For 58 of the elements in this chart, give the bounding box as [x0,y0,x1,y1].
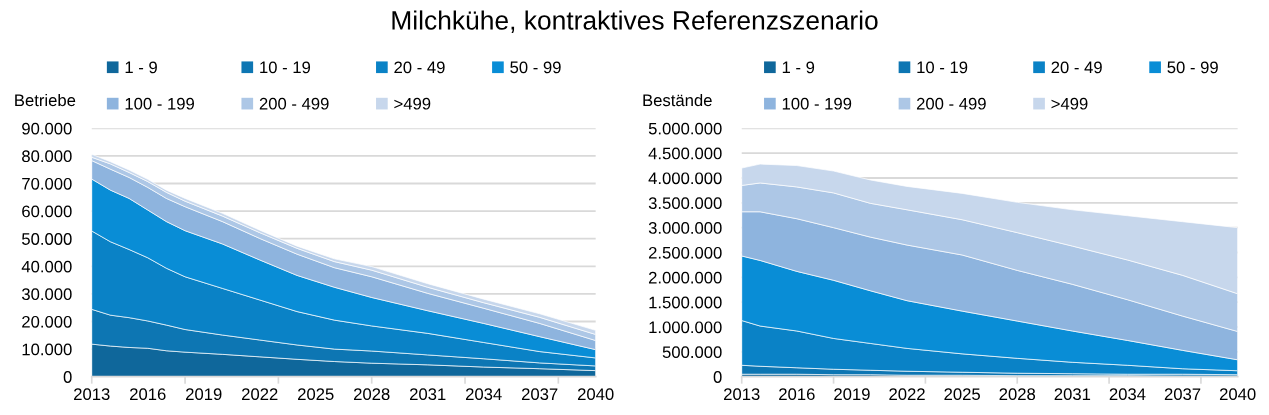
y-tick-label: 80.000 [22,150,72,163]
x-tick-label: 2028 [999,388,1036,401]
y-tick-label: 40.000 [21,260,72,273]
y-tick-label: 70.000 [22,177,72,190]
legend-label: 1 - 9 [782,61,815,74]
legend-label: >499 [394,97,431,110]
y-tick-label: 50.000 [22,233,72,245]
y-tick-label: 3.500.000 [648,197,722,210]
y-tick-label: 2.500.000 [648,246,722,259]
legend-label: 200 - 499 [916,97,986,110]
legend-label: 200 - 499 [259,97,329,110]
y-tick-label: 4.500.000 [648,147,722,160]
y-tick-label: 0 [713,371,722,383]
y-axis-title: Bestände [643,93,712,107]
x-tick-label: 2013 [74,388,110,401]
x-tick-label: 2016 [130,388,166,401]
x-tick-label: 2016 [779,388,815,401]
x-tick-label: 2040 [577,388,614,401]
y-tick-label: 0 [63,371,72,383]
x-tick-label: 2031 [1054,388,1091,401]
y-axis-title: Betriebe [15,93,76,107]
legend-label: 1 - 9 [125,61,157,74]
legend-label: 20 - 49 [1051,61,1102,74]
legend-label: 100 - 199 [125,97,194,110]
x-tick-label: 2034 [1109,388,1146,401]
legend-label: 50 - 99 [510,61,561,74]
legend-label: 50 - 99 [1167,61,1218,74]
y-tick-label: 90.000 [22,122,72,135]
legend-label: 100 - 199 [782,97,852,110]
y-tick-label: 60.000 [22,205,72,218]
legend-label: >499 [1051,97,1088,110]
y-tick-label: 500.000 [662,346,722,359]
x-tick-label: 2037 [521,388,558,401]
x-tick-label: 2019 [834,388,870,401]
legend-label: 20 - 49 [394,61,445,74]
y-tick-label: 4.000.000 [648,172,722,185]
x-tick-label: 2034 [465,388,502,401]
x-tick-label: 2028 [354,388,390,401]
chart-title: Milchkühe, kontraktives Referenzszenario [392,10,878,33]
x-tick-label: 2019 [186,388,222,401]
x-tick-label: 2022 [889,388,925,401]
y-tick-label: 10.000 [22,343,72,356]
x-tick-label: 2037 [1164,388,1201,401]
y-tick-label: 3.000.000 [648,222,722,234]
y-tick-label: 20.000 [22,315,72,328]
x-tick-label: 2025 [944,388,980,401]
legend-label: 10 - 19 [917,61,968,74]
x-tick-label: 2013 [724,388,760,401]
x-tick-label: 2031 [410,388,446,401]
x-tick-label: 2022 [242,388,278,401]
x-tick-label: 2025 [298,388,334,401]
y-tick-label: 5.000.000 [648,122,722,135]
y-tick-label: 1.000.000 [649,321,722,334]
y-tick-label: 1.500.000 [649,296,722,309]
y-tick-label: 2.000.000 [648,271,722,284]
x-tick-label: 2040 [1219,388,1256,401]
legend-label: 10 - 19 [260,61,311,74]
y-tick-label: 30.000 [21,288,72,301]
